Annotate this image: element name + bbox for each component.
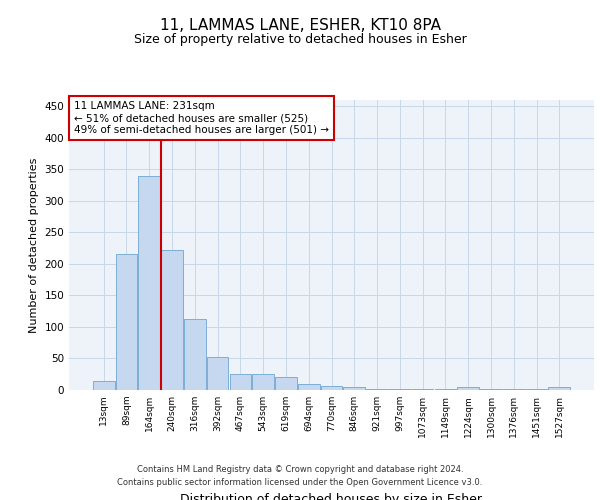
Text: Contains public sector information licensed under the Open Government Licence v3: Contains public sector information licen…: [118, 478, 482, 487]
X-axis label: Distribution of detached houses by size in Esher: Distribution of detached houses by size …: [181, 492, 482, 500]
Bar: [230, 374, 251, 390]
Text: 11, LAMMAS LANE, ESHER, KT10 8PA: 11, LAMMAS LANE, ESHER, KT10 8PA: [160, 18, 440, 32]
Bar: [253, 374, 274, 390]
Y-axis label: Number of detached properties: Number of detached properties: [29, 158, 39, 332]
Bar: [298, 384, 320, 390]
Bar: [116, 254, 137, 390]
Bar: [139, 176, 160, 390]
Bar: [275, 378, 297, 390]
Bar: [93, 380, 115, 390]
Bar: [320, 386, 343, 390]
Bar: [161, 250, 183, 390]
Bar: [184, 320, 206, 390]
Bar: [343, 388, 365, 390]
Text: 11 LAMMAS LANE: 231sqm
← 51% of detached houses are smaller (525)
49% of semi-de: 11 LAMMAS LANE: 231sqm ← 51% of detached…: [74, 102, 329, 134]
Text: Contains HM Land Registry data © Crown copyright and database right 2024.: Contains HM Land Registry data © Crown c…: [137, 466, 463, 474]
Bar: [457, 388, 479, 390]
Text: Size of property relative to detached houses in Esher: Size of property relative to detached ho…: [134, 32, 466, 46]
Bar: [207, 357, 229, 390]
Bar: [548, 388, 570, 390]
